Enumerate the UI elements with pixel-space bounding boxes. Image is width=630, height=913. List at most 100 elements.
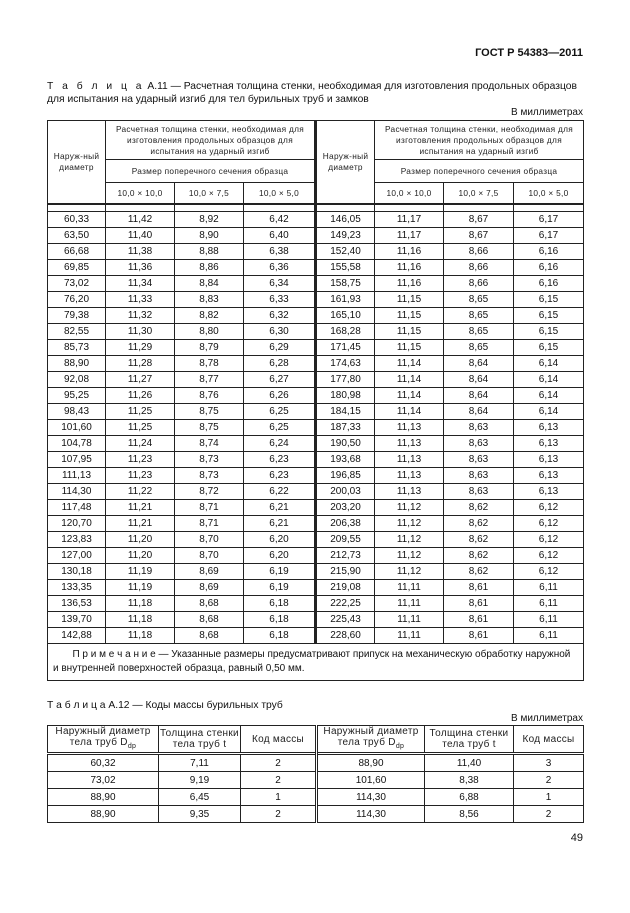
diameter-cell: 95,25: [47, 387, 106, 404]
table-row: 136,53 11,18 8,68 6,18 222,25 11,11 8,61 6,11: [47, 595, 585, 612]
thickness-cell: 8,73: [174, 467, 244, 484]
thickness-cell: 6,24: [242, 435, 317, 452]
thickness-cell: 8,80: [174, 323, 244, 340]
subscript: dp: [127, 743, 137, 750]
thickness-cell: 11,13: [374, 451, 445, 468]
thickness-cell: 8,83: [174, 291, 244, 308]
diameter-cell: 206,38: [314, 515, 376, 532]
table-row: 79,38 11,32 8,82 6,32 165,10 11,15 8,65 6,15: [47, 307, 585, 324]
diameter-cell: 117,48: [47, 499, 106, 516]
diameter-cell: 146,05: [314, 211, 376, 228]
thickness-cell: 8,72: [174, 483, 244, 500]
table-cell: 114,30: [315, 805, 425, 823]
thickness-cell: 6,19: [242, 579, 317, 596]
note-label: П р и м е ч а н и е: [72, 649, 156, 660]
table-row: 69,85 11,36 8,86 6,36 155,58 11,16 8,66 6,16: [47, 259, 585, 276]
units-label: В миллиметрах: [511, 713, 583, 724]
table-cell: 11,40: [424, 753, 514, 772]
thickness-cell: 11,28: [105, 355, 175, 372]
thickness-cell: 6,14: [513, 403, 585, 420]
thickness-cell: 6,42: [242, 211, 317, 228]
thickness-cell: 6,17: [513, 211, 585, 228]
thickness-cell: 8,65: [443, 307, 515, 324]
thickness-cell: 11,24: [105, 435, 175, 452]
thickness-cell: 8,71: [174, 499, 244, 516]
diameter-cell: 66,68: [47, 243, 106, 260]
thickness-cell: 11,18: [105, 595, 175, 612]
thickness-cell: 8,75: [174, 419, 244, 436]
thickness-cell: 8,82: [174, 307, 244, 324]
diameter-cell: 85,73: [47, 339, 106, 356]
table-a12: Наружный диаметр тела труб Ddp Толщина ст…: [47, 725, 584, 823]
diameter-cell: 209,55: [314, 531, 376, 548]
thickness-cell: 11,13: [374, 435, 445, 452]
thickness-cell: 6,13: [513, 483, 585, 500]
thickness-cell: 6,26: [242, 387, 317, 404]
col-diameter: Наруж-ный диаметр: [314, 120, 376, 205]
table-cell: 88,90: [47, 805, 159, 823]
diameter-cell: 79,38: [47, 307, 106, 324]
table-cell: 60,32: [47, 753, 159, 772]
thickness-cell: 8,67: [443, 227, 515, 244]
units-label: В миллиметрах: [511, 107, 583, 118]
table-cell: 7,11: [158, 753, 241, 772]
thickness-cell: 11,12: [374, 499, 445, 516]
column-header: Код массы: [513, 725, 584, 754]
thickness-cell: 11,16: [374, 259, 445, 276]
diameter-cell: 193,68: [314, 451, 376, 468]
thickness-cell: 6,15: [513, 323, 585, 340]
diameter-cell: 133,35: [47, 579, 106, 596]
thickness-cell: 11,20: [105, 547, 175, 564]
diameter-cell: 225,43: [314, 611, 376, 628]
thickness-cell: 11,12: [374, 547, 445, 564]
table-cell: 3: [513, 753, 584, 772]
table-row: 139,70 11,18 8,68 6,18 225,43 11,11 8,61 6,11: [47, 611, 585, 628]
thickness-cell: 8,62: [443, 531, 515, 548]
thickness-cell: 6,13: [513, 467, 585, 484]
table-row: 92,08 11,27 8,77 6,27 177,80 11,14 8,64 6,14: [47, 371, 585, 388]
thickness-cell: 11,42: [105, 211, 175, 228]
diameter-cell: 161,93: [314, 291, 376, 308]
thickness-cell: 11,12: [374, 531, 445, 548]
thickness-cell: 11,22: [105, 483, 175, 500]
header-text: Код массы: [522, 733, 575, 745]
thickness-cell: 8,63: [443, 419, 515, 436]
thickness-cell: 8,76: [174, 387, 244, 404]
table-a11-caption: Т а б л и ц а А.11 — Расчетная толщина с…: [47, 80, 583, 106]
thickness-cell: 8,61: [443, 579, 515, 596]
diameter-cell: 187,33: [314, 419, 376, 436]
thickness-cell: 8,70: [174, 547, 244, 564]
thickness-cell: 11,15: [374, 339, 445, 356]
thickness-cell: 11,13: [374, 419, 445, 436]
thickness-cell: 11,11: [374, 611, 445, 628]
thickness-cell: 6,12: [513, 515, 585, 532]
thickness-cell: 6,11: [513, 627, 585, 644]
caption-label: Т а б л и ц а: [47, 81, 145, 92]
thickness-cell: 8,65: [443, 323, 515, 340]
thickness-cell: 6,18: [242, 611, 317, 628]
diameter-cell: 139,70: [47, 611, 106, 628]
thickness-cell: 8,69: [174, 563, 244, 580]
table-row: 133,35 11,19 8,69 6,19 219,08 11,11 8,61 6,11: [47, 579, 585, 596]
diameter-cell: 177,80: [314, 371, 376, 388]
size-col: 10,0 × 7,5: [174, 182, 244, 205]
table-cell: 8,38: [424, 771, 514, 789]
diameter-cell: 69,85: [47, 259, 106, 276]
table-row: 101,60 11,25 8,75 6,25 187,33 11,13 8,63 6,13: [47, 419, 585, 436]
table-cell: 6,45: [158, 788, 241, 806]
thickness-cell: 11,11: [374, 627, 445, 644]
table-row: 82,55 11,30 8,80 6,30 168,28 11,15 8,65 6,15: [47, 323, 585, 340]
thickness-cell: 6,14: [513, 355, 585, 372]
diameter-cell: 142,88: [47, 627, 106, 644]
diameter-cell: 76,20: [47, 291, 106, 308]
thickness-cell: 8,92: [174, 211, 244, 228]
thickness-cell: 6,12: [513, 499, 585, 516]
col-size: Размер поперечного сечения образца: [104, 159, 317, 183]
size-col: 10,0 × 10,0: [374, 182, 445, 205]
diameter-cell: 174,63: [314, 355, 376, 372]
thickness-cell: 6,21: [242, 515, 317, 532]
thickness-cell: 11,17: [374, 211, 445, 228]
diameter-cell: 136,53: [47, 595, 106, 612]
table-row: 73,02 11,34 8,84 6,34 158,75 11,16 8,66 6,16: [47, 275, 585, 292]
thickness-cell: 8,78: [174, 355, 244, 372]
